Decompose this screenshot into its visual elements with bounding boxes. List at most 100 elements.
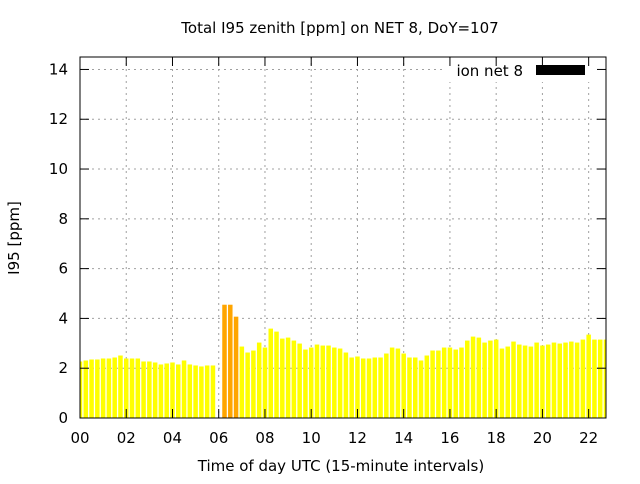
bar xyxy=(603,339,606,418)
bar xyxy=(430,350,435,418)
bar xyxy=(389,347,395,418)
x-tick-label: 00 xyxy=(70,429,89,447)
bar xyxy=(123,358,129,418)
bar xyxy=(285,337,291,418)
plot-frame xyxy=(79,56,607,419)
bar xyxy=(80,361,83,418)
bar xyxy=(233,316,239,418)
x-tick-label: 06 xyxy=(209,429,228,447)
x-tick-label: 04 xyxy=(163,429,182,447)
bar xyxy=(522,345,528,418)
bar xyxy=(540,345,545,418)
bar xyxy=(262,347,268,418)
legend: ion net 8 xyxy=(446,58,604,82)
bar xyxy=(447,347,453,418)
bar xyxy=(366,358,372,418)
bar xyxy=(222,304,227,418)
bar xyxy=(239,346,245,418)
bar xyxy=(482,342,487,418)
bar xyxy=(204,365,210,418)
bar xyxy=(551,342,557,418)
bar xyxy=(303,349,308,418)
y-tick-label: 4 xyxy=(58,309,68,327)
bar xyxy=(83,360,89,418)
bar xyxy=(534,342,539,418)
y-tick-label: 8 xyxy=(58,210,68,228)
bar xyxy=(297,343,302,418)
bar xyxy=(343,352,349,418)
bar xyxy=(499,348,505,418)
bar xyxy=(436,350,441,418)
bar xyxy=(557,343,563,418)
x-tick-label: 08 xyxy=(255,429,274,447)
bar xyxy=(337,348,343,418)
bar xyxy=(505,346,510,418)
bar xyxy=(476,337,482,418)
bar xyxy=(308,347,314,418)
bar xyxy=(228,304,233,418)
x-tick-label: 18 xyxy=(487,429,506,447)
bar xyxy=(349,357,354,418)
bar xyxy=(574,342,580,418)
bar xyxy=(360,358,366,418)
bar xyxy=(441,347,447,418)
y-tick-label: 2 xyxy=(58,359,68,377)
bar xyxy=(251,350,256,418)
bar xyxy=(141,361,146,418)
bar xyxy=(470,336,476,418)
bar xyxy=(268,328,274,418)
bar xyxy=(332,347,337,418)
bar xyxy=(569,341,574,418)
bar xyxy=(586,334,591,418)
bar xyxy=(592,339,597,418)
bar xyxy=(384,353,389,418)
bar xyxy=(412,357,418,418)
y-tick-label: 12 xyxy=(49,110,68,128)
bar xyxy=(314,344,320,418)
bar xyxy=(187,364,193,418)
bar xyxy=(401,353,406,418)
bar xyxy=(453,349,458,418)
bar xyxy=(326,345,331,418)
y-tick-label: 0 xyxy=(58,409,68,427)
bar xyxy=(459,347,464,418)
bar xyxy=(597,339,603,418)
bar xyxy=(106,358,112,418)
y-tick-label: 6 xyxy=(58,260,68,278)
bar xyxy=(580,339,586,418)
x-tick-label: 20 xyxy=(533,429,552,447)
chart-title: Total I95 zenith [ppm] on NET 8, DoY=107 xyxy=(180,19,498,37)
bar xyxy=(528,346,534,418)
bar xyxy=(89,359,94,418)
x-tick-label: 14 xyxy=(394,429,413,447)
y-tick-label: 14 xyxy=(49,60,68,78)
bar xyxy=(129,358,135,418)
x-tick-label: 02 xyxy=(117,429,136,447)
bar xyxy=(517,344,522,418)
bar xyxy=(320,345,326,418)
bar xyxy=(100,358,106,418)
bar xyxy=(176,364,181,418)
bar xyxy=(274,331,279,418)
legend-swatch xyxy=(536,65,585,75)
bar xyxy=(395,348,401,418)
x-tick-label: 10 xyxy=(302,429,321,447)
bar xyxy=(245,352,250,418)
x-axis-label: Time of day UTC (15-minute intervals) xyxy=(197,457,484,475)
bar xyxy=(199,366,204,418)
bar xyxy=(112,357,117,418)
bar xyxy=(147,361,152,418)
bar xyxy=(210,365,216,418)
bar xyxy=(355,356,360,418)
bar xyxy=(372,357,378,418)
legend-label: ion net 8 xyxy=(456,62,523,80)
bar xyxy=(424,355,430,418)
y-axis-label: I95 [ppm] xyxy=(5,201,23,275)
bar xyxy=(193,365,198,418)
bar xyxy=(280,338,285,418)
bar xyxy=(170,362,175,418)
bar xyxy=(465,340,470,418)
bar xyxy=(291,340,297,418)
